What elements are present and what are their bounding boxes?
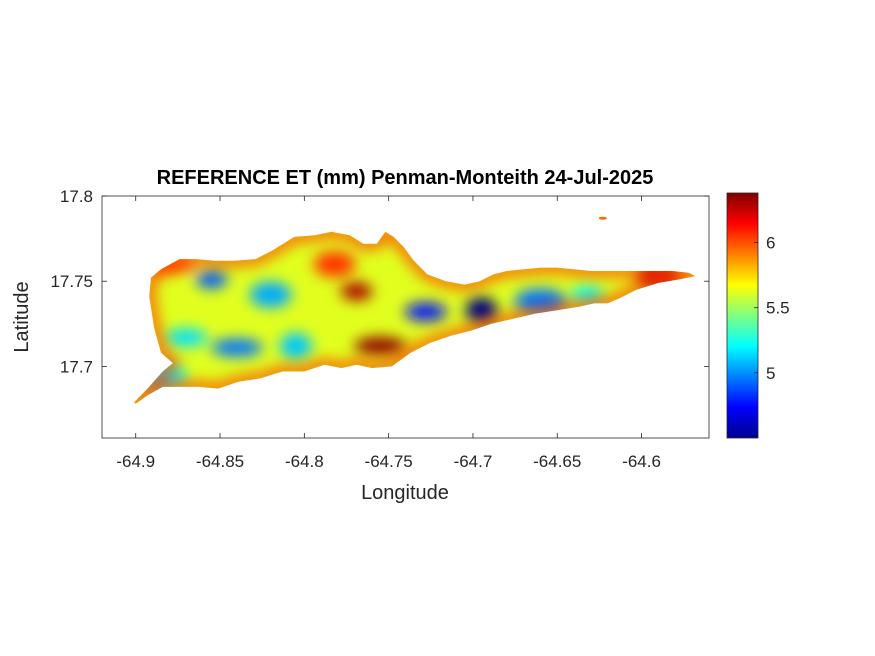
et-field-blob bbox=[404, 302, 447, 321]
x-axis-label: Longitude bbox=[361, 482, 449, 504]
et-field-blob bbox=[210, 338, 263, 357]
et-field-blob bbox=[354, 337, 407, 355]
map-plot-area: -64.9 -64.85 -64.8 -64.75 -64.7 -64.65 -64.6 1… bbox=[50, 187, 710, 471]
et-field-blob bbox=[165, 328, 208, 347]
y-axis-label: Latitude bbox=[11, 281, 33, 352]
x-tick-label: -64.6 bbox=[622, 452, 661, 471]
colorbar: 55.56 bbox=[726, 192, 790, 439]
x-axis-ticks: -64.9 -64.85 -64.8 -64.75 -64.7 -64.65 -64.6 bbox=[116, 196, 661, 471]
colorbar-tick-label: 6 bbox=[766, 234, 775, 253]
x-tick-label: -64.9 bbox=[116, 452, 155, 471]
chart-title: REFERENCE ET (mm) Penman-Monteith 24-Jul… bbox=[157, 167, 654, 189]
y-tick-label: 17.7 bbox=[60, 357, 93, 376]
x-tick-label: -64.65 bbox=[533, 452, 581, 471]
coastal-band bbox=[134, 231, 696, 404]
x-tick-label: -64.85 bbox=[196, 452, 244, 471]
et-field-blob bbox=[195, 270, 228, 289]
y-axis-ticks: 17.8 17.75 17.7 bbox=[50, 187, 709, 376]
x-tick-label: -64.7 bbox=[454, 452, 493, 471]
colorbar-tick-label: 5.5 bbox=[766, 299, 790, 318]
et-field-blob bbox=[279, 333, 312, 359]
x-tick-label: -64.8 bbox=[285, 452, 324, 471]
et-field-blob bbox=[340, 282, 373, 301]
colorbar-gradient bbox=[726, 192, 759, 439]
islet-mark bbox=[598, 216, 607, 220]
et-field-blob bbox=[249, 281, 292, 308]
et-field-blob bbox=[465, 297, 498, 324]
colorbar-ticks: 55.56 bbox=[754, 234, 790, 383]
y-tick-label: 17.8 bbox=[60, 187, 93, 206]
x-tick-label: -64.75 bbox=[365, 452, 413, 471]
et-field-blob bbox=[313, 251, 356, 278]
y-tick-label: 17.75 bbox=[50, 272, 93, 291]
colorbar-tick-label: 5 bbox=[766, 364, 775, 383]
